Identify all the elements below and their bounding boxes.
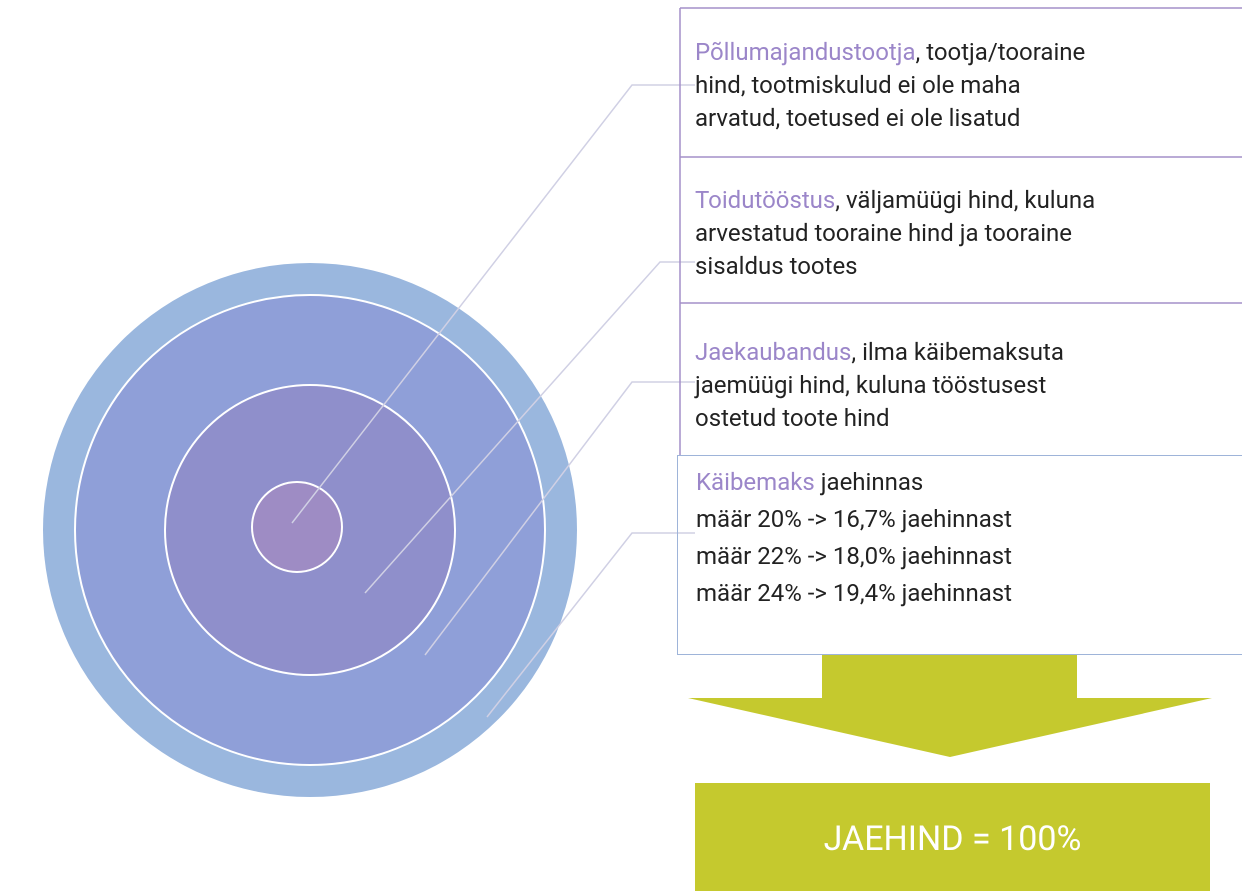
layer-text: Toidutööstus, väljamüügi hind, kuluna arv… bbox=[680, 178, 1242, 283]
text: Käibemaks bbox=[696, 468, 815, 496]
text: hind, tootmiskulud ei ole maha bbox=[695, 71, 1021, 99]
text: arvestatud tooraine hind ja tooraine bbox=[695, 219, 1073, 247]
text: määr 22% -> 18,0% jaehinnast bbox=[696, 542, 1012, 570]
text: ostetud toote hind bbox=[695, 404, 890, 432]
text: jaemüügi hind, kuluna tööstusest bbox=[695, 371, 1047, 399]
connectors bbox=[291, 84, 695, 718]
layer-text: Põllumajandustootja, tootja/tooraine hind… bbox=[680, 30, 1242, 135]
layer-text: Jaekaubandus, ilma käibemaksuta jaemüügi … bbox=[680, 330, 1242, 435]
text: , ilma käibemaksuta bbox=[851, 338, 1064, 366]
text: määr 24% -> 19,4% jaehinnast bbox=[696, 579, 1012, 607]
text: , tootja/tooraine bbox=[915, 38, 1086, 66]
ring-farmer bbox=[251, 481, 343, 573]
layer-borders bbox=[679, 7, 1242, 455]
text: Põllumajandustootja bbox=[695, 38, 916, 66]
text: määr 20% -> 16,7% jaehinnast bbox=[696, 505, 1012, 533]
text: jaehinnas bbox=[814, 468, 924, 496]
text: , väljamüügi hind, kuluna bbox=[835, 186, 1096, 214]
vat-box: Käibemaks jaehinnas määr 20% -> 16,7% jae… bbox=[677, 455, 1242, 655]
text: arvatud, toetused ei ole lisatud bbox=[695, 104, 1021, 132]
text: Toidutööstus bbox=[695, 186, 836, 214]
result-box: JAEHIND = 100% bbox=[695, 783, 1210, 891]
arrow bbox=[688, 655, 1212, 757]
text: Jaekaubandus bbox=[695, 338, 852, 366]
text: sisaldus tootes bbox=[695, 252, 858, 280]
